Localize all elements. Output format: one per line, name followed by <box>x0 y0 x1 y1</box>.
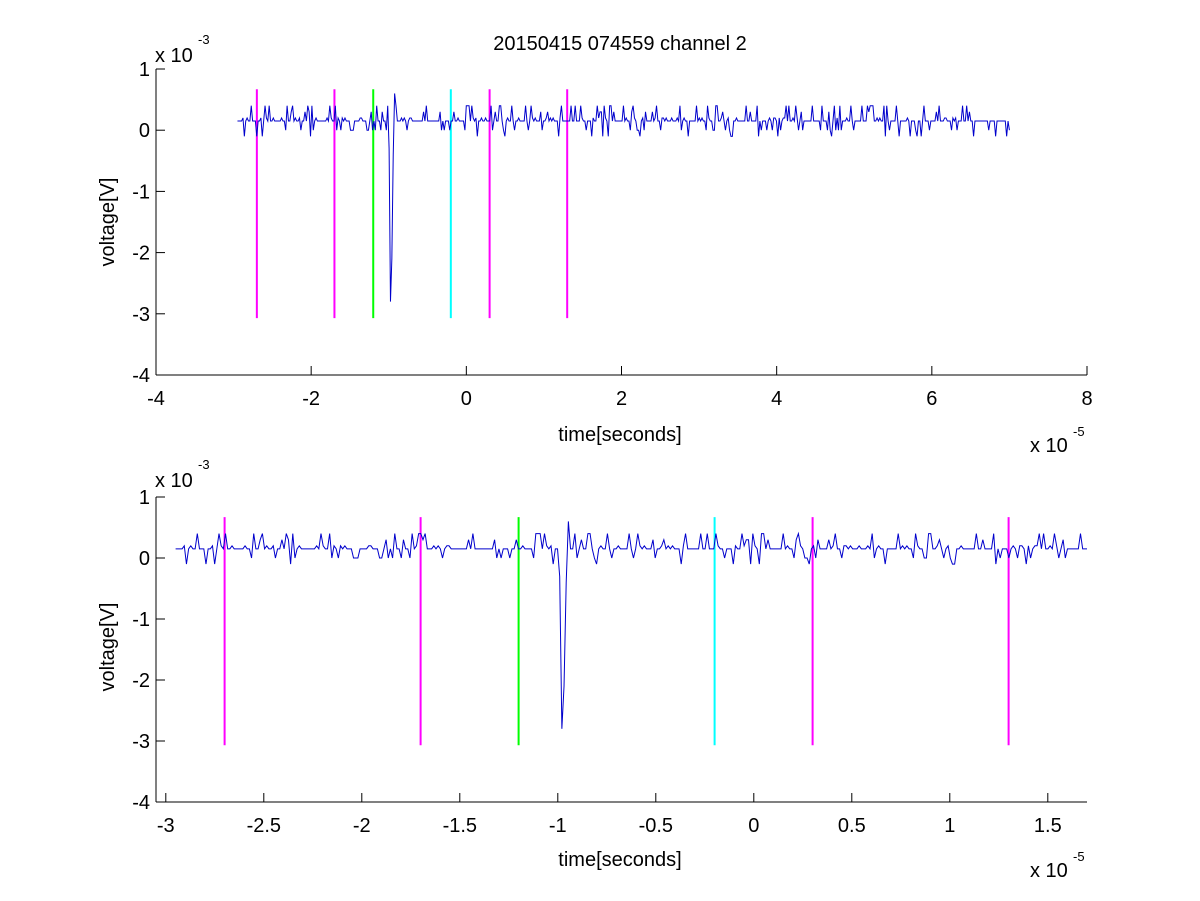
y-tick-label: 1 <box>139 487 150 509</box>
voltage-series-line <box>237 93 1010 302</box>
y-tick-label: -1 <box>132 181 150 203</box>
y-tick-label: 0 <box>139 120 150 142</box>
x-tick-label: -2.5 <box>247 815 281 837</box>
y-multiplier-exponent: -3 <box>198 457 210 472</box>
x-tick-label: 1 <box>944 815 955 837</box>
voltage-series-line <box>175 521 1087 729</box>
x-multiplier-exponent: -5 <box>1073 424 1085 439</box>
x-tick-label: -4 <box>147 388 165 410</box>
y-multiplier-label: x 10 <box>155 45 193 67</box>
y-tick-label: -2 <box>132 670 150 692</box>
y-tick-label: -2 <box>132 243 150 265</box>
y-tick-label: -1 <box>132 609 150 631</box>
x-tick-label: 4 <box>771 388 782 410</box>
y-tick-label: -3 <box>132 731 150 753</box>
x-multiplier-label: x 10 <box>1030 435 1068 457</box>
x-tick-label: -0.5 <box>639 815 673 837</box>
y-tick-label: 0 <box>139 548 150 570</box>
bottom-subplot: x 10 -3 -3 -2.5 -2 -1.5 -1 -0.5 0 0.5 1 1.5 -4 -3 -2… <box>97 457 1087 882</box>
y-multiplier-exponent: -3 <box>198 32 210 47</box>
x-multiplier-label: x 10 <box>1030 860 1068 882</box>
chart-title: 20150415 074559 channel 2 <box>493 33 747 55</box>
y-tick-label: -4 <box>132 792 150 814</box>
top-subplot: 20150415 074559 channel 2 x 10 -3 -4 -2 0 2… <box>97 32 1093 457</box>
x-axis-label: time[seconds] <box>558 424 681 446</box>
x-tick-label: -3 <box>157 815 175 837</box>
x-tick-label: 2 <box>616 388 627 410</box>
y-tick-label: -4 <box>132 365 150 387</box>
x-tick-label: 1.5 <box>1034 815 1062 837</box>
y-axis-label: voltage[V] <box>97 178 119 267</box>
x-tick-label: 8 <box>1081 388 1092 410</box>
x-tick-label: 0 <box>748 815 759 837</box>
x-axis-label: time[seconds] <box>558 849 681 871</box>
x-tick-label: 0.5 <box>838 815 866 837</box>
x-tick-label: -2 <box>353 815 371 837</box>
y-tick-label: 1 <box>139 59 150 81</box>
x-tick-label: 6 <box>926 388 937 410</box>
x-tick-label: 0 <box>461 388 472 410</box>
x-tick-label: -1.5 <box>443 815 477 837</box>
y-tick-label: -3 <box>132 304 150 326</box>
x-tick-label: -1 <box>549 815 567 837</box>
y-axis-label: voltage[V] <box>97 603 119 692</box>
x-tick-label: -2 <box>302 388 320 410</box>
y-multiplier-label: x 10 <box>155 470 193 492</box>
x-multiplier-exponent: -5 <box>1073 849 1085 864</box>
